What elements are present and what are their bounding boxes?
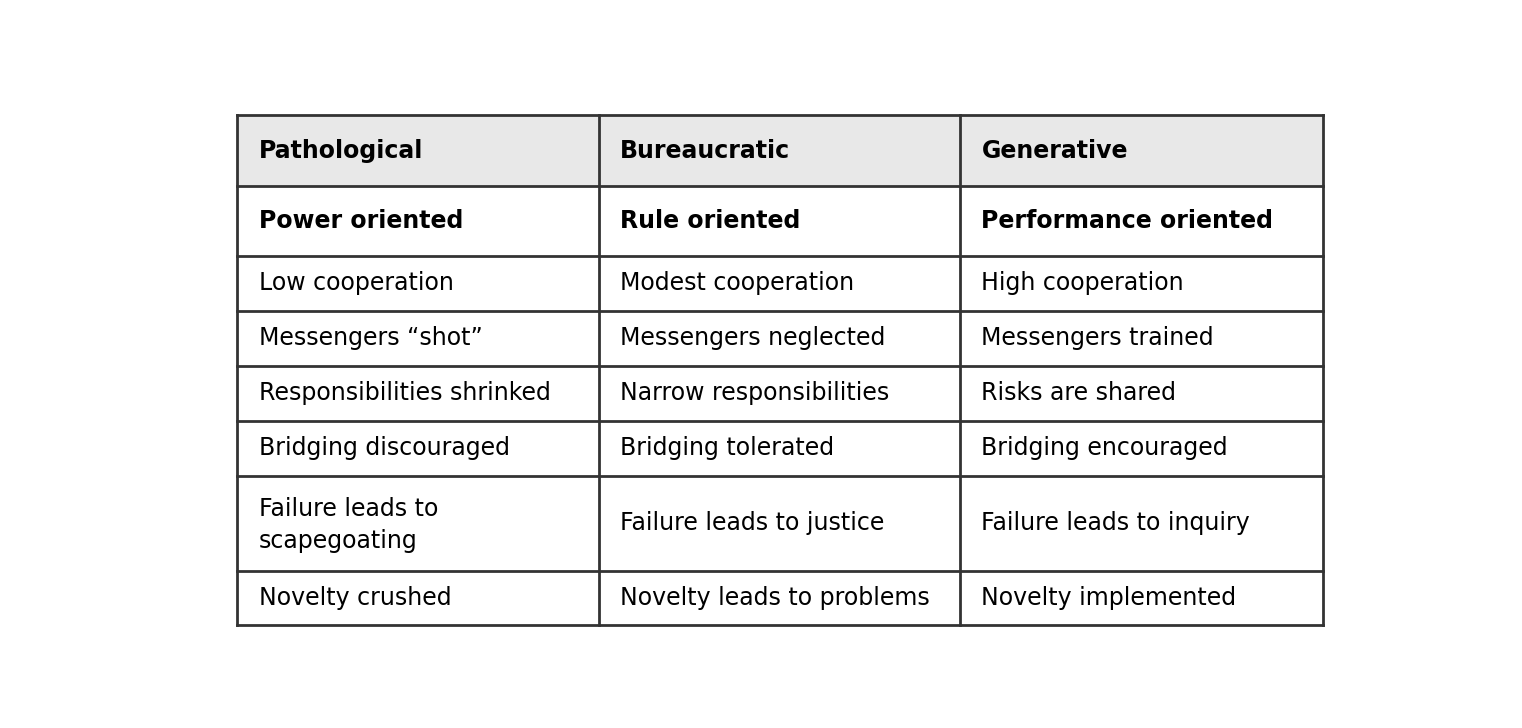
Bar <box>960 115 1323 186</box>
Text: Failure leads to
scapegoating: Failure leads to scapegoating <box>259 496 438 553</box>
Text: Novelty implemented: Novelty implemented <box>982 586 1236 610</box>
Bar <box>598 366 960 421</box>
Bar <box>237 256 598 311</box>
Bar <box>237 571 598 625</box>
Bar <box>960 366 1323 421</box>
Text: Generative: Generative <box>982 138 1128 162</box>
Text: Novelty leads to problems: Novelty leads to problems <box>619 586 930 610</box>
Bar <box>960 421 1323 476</box>
Text: Risks are shared: Risks are shared <box>982 381 1177 405</box>
Text: Bureaucratic: Bureaucratic <box>619 138 790 162</box>
Text: Messengers “shot”: Messengers “shot” <box>259 326 482 350</box>
Text: High cooperation: High cooperation <box>982 272 1184 296</box>
Text: Messengers trained: Messengers trained <box>982 326 1215 350</box>
Text: Performance oriented: Performance oriented <box>982 209 1274 233</box>
Text: Low cooperation: Low cooperation <box>259 272 454 296</box>
Text: Rule oriented: Rule oriented <box>619 209 801 233</box>
Text: Bridging tolerated: Bridging tolerated <box>619 436 834 460</box>
Text: Power oriented: Power oriented <box>259 209 463 233</box>
Bar <box>237 115 598 186</box>
Bar <box>960 476 1323 571</box>
Bar <box>598 476 960 571</box>
Bar <box>237 186 598 256</box>
Bar <box>598 571 960 625</box>
Text: Bridging encouraged: Bridging encouraged <box>982 436 1228 460</box>
Text: Messengers neglected: Messengers neglected <box>619 326 886 350</box>
Bar <box>598 311 960 366</box>
Bar <box>237 476 598 571</box>
Bar <box>598 115 960 186</box>
Text: Failure leads to justice: Failure leads to justice <box>619 511 884 535</box>
Text: Bridging discouraged: Bridging discouraged <box>259 436 510 460</box>
Text: Novelty crushed: Novelty crushed <box>259 586 452 610</box>
Bar <box>237 311 598 366</box>
Bar <box>598 186 960 256</box>
Text: Pathological: Pathological <box>259 138 423 162</box>
Bar <box>598 421 960 476</box>
Text: Narrow responsibilities: Narrow responsibilities <box>619 381 889 405</box>
Text: Modest cooperation: Modest cooperation <box>619 272 854 296</box>
Text: Responsibilities shrinked: Responsibilities shrinked <box>259 381 551 405</box>
Bar <box>237 366 598 421</box>
Bar <box>960 186 1323 256</box>
Bar <box>598 256 960 311</box>
Bar <box>237 421 598 476</box>
Bar <box>960 311 1323 366</box>
Text: Failure leads to inquiry: Failure leads to inquiry <box>982 511 1250 535</box>
Bar <box>960 571 1323 625</box>
Bar <box>960 256 1323 311</box>
